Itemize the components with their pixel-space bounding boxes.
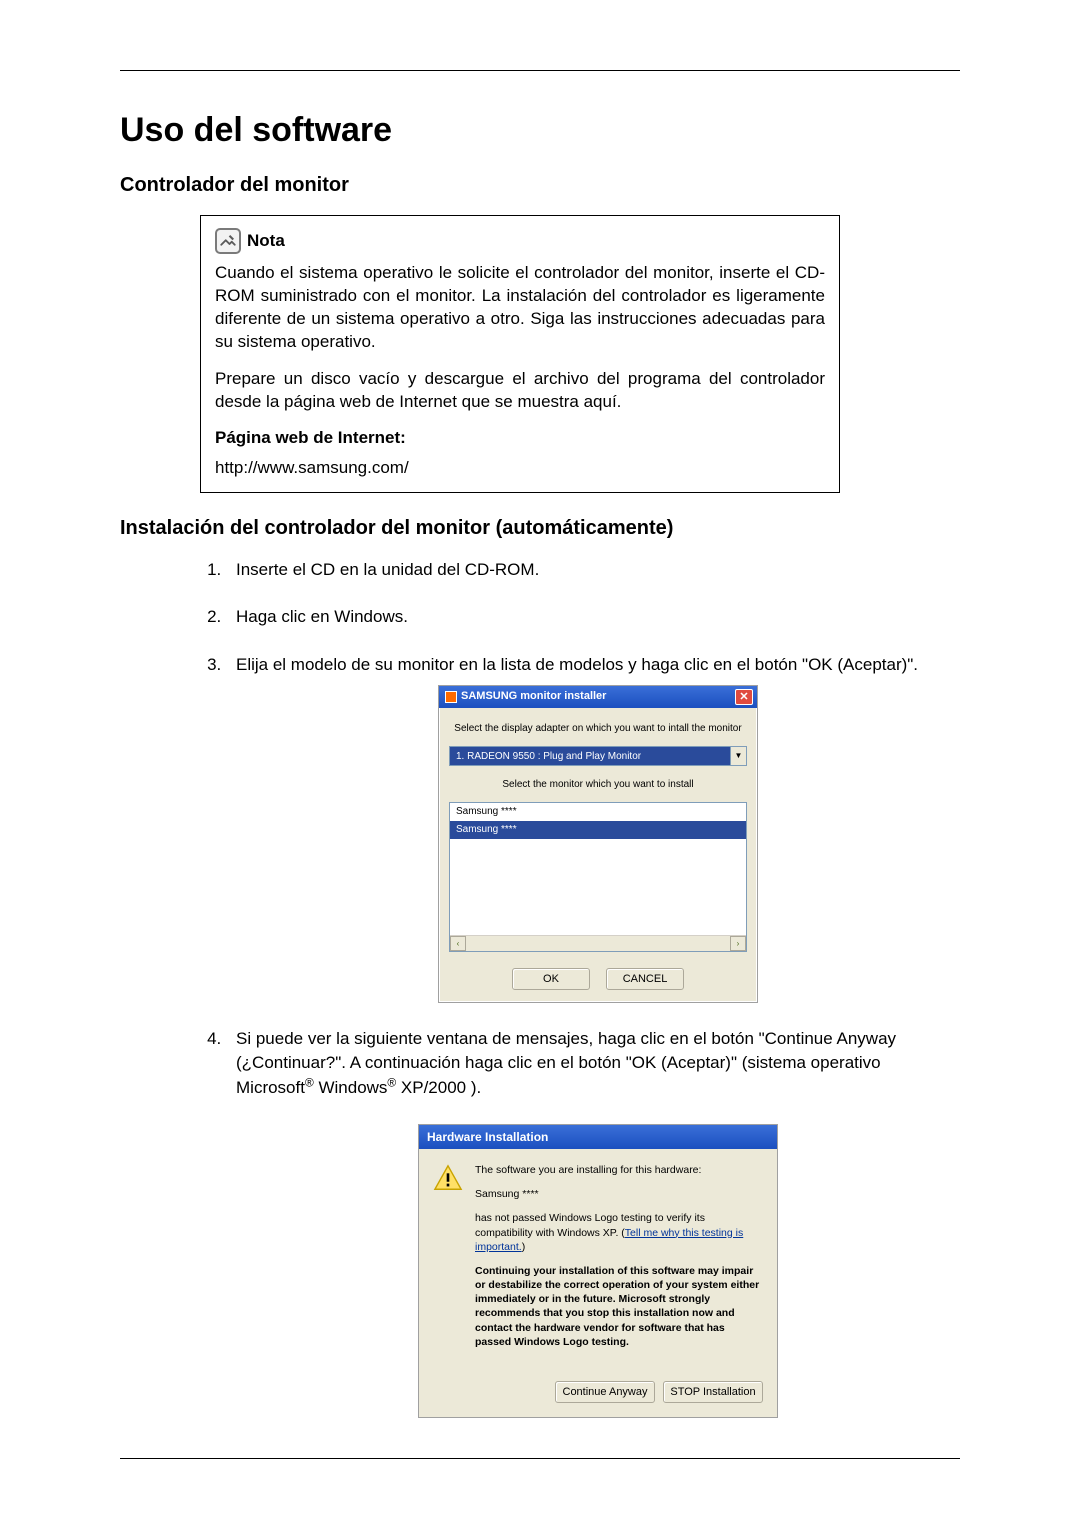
- hw-msg-bold: Continuing your installation of this sof…: [475, 1264, 761, 1349]
- scroll-left-icon[interactable]: ‹: [450, 936, 466, 951]
- list-item-selected[interactable]: Samsung ****: [450, 821, 746, 839]
- step-4: Si puede ver la siguiente ventana de men…: [226, 1027, 960, 1418]
- bottom-rule: [120, 1458, 960, 1459]
- adapter-combo[interactable]: 1. RADEON 9550 : Plug and Play Monitor ▼: [449, 746, 747, 766]
- installer-app-icon: [445, 691, 457, 703]
- installer-instr-1: Select the display adapter on which you …: [449, 722, 747, 736]
- hw-message: The software you are installing for this…: [475, 1163, 761, 1359]
- monitor-listbox[interactable]: Samsung **** Samsung **** ‹ ›: [449, 802, 747, 952]
- steps-list: Inserte el CD en la unidad del CD-ROM. H…: [200, 558, 960, 1418]
- hw-msg-line-1: The software you are installing for this…: [475, 1163, 761, 1177]
- ok-button[interactable]: OK: [512, 968, 590, 990]
- step-3: Elija el modelo de su monitor en la list…: [226, 653, 960, 1003]
- section-heading-1: Controlador del monitor: [120, 174, 960, 197]
- installer-title: SAMSUNG monitor installer: [461, 689, 606, 704]
- page-title: Uso del software: [120, 111, 960, 150]
- step-1-text: Inserte el CD en la unidad del CD-ROM.: [236, 560, 539, 579]
- step-1: Inserte el CD en la unidad del CD-ROM.: [226, 558, 960, 582]
- adapter-selected: 1. RADEON 9550 : Plug and Play Monitor: [450, 747, 730, 765]
- note-icon: [215, 228, 241, 254]
- hw-titlebar: Hardware Installation: [419, 1125, 777, 1149]
- step-3-text: Elija el modelo de su monitor en la list…: [236, 655, 918, 674]
- note-para-2: Prepare un disco vacío y descargue el ar…: [215, 368, 825, 414]
- scroll-right-icon[interactable]: ›: [730, 936, 746, 951]
- installer-titlebar: SAMSUNG monitor installer ✕: [439, 686, 757, 708]
- hw-msg-line-3: has not passed Windows Logo testing to v…: [475, 1211, 761, 1254]
- installer-dialog: SAMSUNG monitor installer ✕ Select the d…: [438, 685, 758, 1003]
- note-header: Nota: [215, 228, 825, 254]
- hw-msg-line-2: Samsung ****: [475, 1187, 761, 1201]
- document-page: Uso del software Controlador del monitor…: [0, 0, 1080, 1529]
- step-2-text: Haga clic en Windows.: [236, 607, 408, 626]
- note-subheading: Página web de Internet:: [215, 428, 825, 448]
- note-label: Nota: [247, 231, 285, 251]
- installer-instr-2: Select the monitor which you want to ins…: [449, 778, 747, 792]
- note-para-1: Cuando el sistema operativo le solicite …: [215, 262, 825, 354]
- note-url: http://www.samsung.com/: [215, 458, 825, 478]
- top-rule: [120, 70, 960, 71]
- section-heading-2: Instalación del controlador del monitor …: [120, 517, 960, 540]
- note-box: Nota Cuando el sistema operativo le soli…: [200, 215, 840, 493]
- horizontal-scrollbar[interactable]: ‹ ›: [450, 935, 746, 951]
- chevron-down-icon[interactable]: ▼: [730, 747, 746, 765]
- hw-title: Hardware Installation: [427, 1129, 548, 1146]
- close-button[interactable]: ✕: [735, 689, 753, 705]
- cancel-button[interactable]: CANCEL: [606, 968, 684, 990]
- warning-icon: [433, 1163, 463, 1193]
- hardware-installation-dialog: Hardware Installation The software you a…: [418, 1124, 778, 1418]
- step-4-text: Si puede ver la siguiente ventana de men…: [236, 1029, 896, 1097]
- stop-installation-button[interactable]: STOP Installation: [663, 1381, 763, 1403]
- continue-anyway-button[interactable]: Continue Anyway: [555, 1381, 655, 1403]
- list-item[interactable]: Samsung ****: [450, 803, 746, 821]
- step-2: Haga clic en Windows.: [226, 605, 960, 629]
